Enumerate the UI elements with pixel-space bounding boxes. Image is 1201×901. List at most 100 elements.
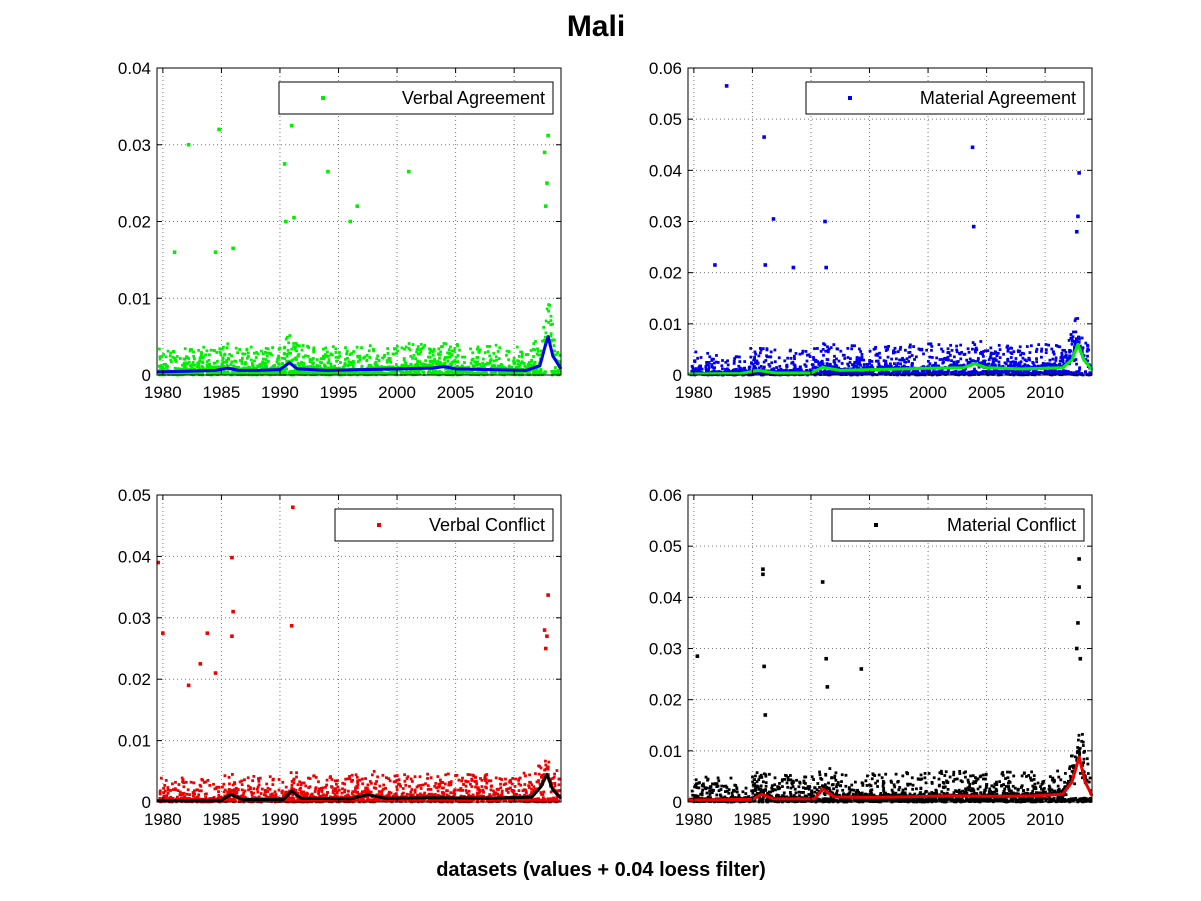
data-point xyxy=(1065,356,1069,360)
data-point xyxy=(828,372,832,376)
data-point xyxy=(543,335,547,339)
data-point xyxy=(875,352,879,356)
data-point xyxy=(395,344,399,348)
data-point xyxy=(292,345,295,348)
data-point xyxy=(971,341,975,344)
data-point xyxy=(326,361,330,365)
data-point xyxy=(884,365,888,369)
data-point xyxy=(738,360,742,363)
data-point xyxy=(208,353,211,357)
data-point xyxy=(324,365,328,369)
data-point xyxy=(735,367,738,371)
panel-verbal-conflict: 1980 1985 1990 1995 2000 2005 201000.010.020.0… xyxy=(118,486,563,829)
data-point xyxy=(407,365,410,368)
data-point xyxy=(402,358,406,361)
data-point xyxy=(1059,370,1063,374)
data-point xyxy=(327,358,331,362)
outlier-point xyxy=(284,219,288,224)
data-point xyxy=(785,364,788,368)
data-point xyxy=(1075,339,1079,342)
data-point xyxy=(963,367,967,371)
data-point xyxy=(832,370,836,374)
data-point xyxy=(266,360,270,363)
data-point xyxy=(942,371,946,375)
data-point xyxy=(407,342,411,345)
data-point xyxy=(995,354,999,358)
data-point xyxy=(859,363,863,367)
data-point xyxy=(494,343,498,347)
data-point xyxy=(266,351,269,355)
data-point xyxy=(1007,370,1011,373)
data-point xyxy=(539,372,543,376)
data-point xyxy=(338,354,342,358)
data-point xyxy=(498,364,502,368)
data-point xyxy=(900,365,904,369)
data-point xyxy=(478,348,482,352)
data-point xyxy=(296,361,300,365)
data-point xyxy=(909,372,913,376)
data-point xyxy=(463,361,466,364)
data-point xyxy=(460,779,464,783)
data-point xyxy=(287,371,291,374)
data-point xyxy=(254,356,258,359)
data-point xyxy=(1075,370,1079,374)
data-point xyxy=(544,763,548,767)
data-point xyxy=(855,365,859,368)
data-point xyxy=(271,794,274,798)
data-point xyxy=(773,348,777,352)
data-point xyxy=(553,349,557,353)
data-point xyxy=(813,365,817,369)
data-point xyxy=(547,303,551,307)
data-point xyxy=(475,782,479,786)
data-point xyxy=(388,359,392,363)
data-point xyxy=(1012,370,1016,374)
data-point xyxy=(348,777,352,781)
data-point xyxy=(1044,343,1048,346)
data-point xyxy=(247,371,251,375)
data-point xyxy=(507,350,511,353)
data-point xyxy=(843,357,847,360)
data-point xyxy=(551,372,555,376)
data-point xyxy=(173,366,177,370)
data-point xyxy=(859,371,863,375)
data-point xyxy=(431,361,435,365)
data-point xyxy=(312,365,315,369)
data-point xyxy=(541,339,544,343)
data-point xyxy=(424,782,427,786)
data-point xyxy=(158,790,162,794)
data-point xyxy=(994,359,998,362)
data-point xyxy=(896,350,900,354)
data-point xyxy=(387,777,391,781)
data-point xyxy=(765,347,769,351)
data-point xyxy=(846,347,850,350)
data-point xyxy=(469,361,473,365)
data-point xyxy=(1018,349,1022,353)
data-point xyxy=(987,370,991,374)
data-point xyxy=(475,347,479,351)
data-point xyxy=(206,366,210,370)
data-point xyxy=(166,364,169,368)
data-point xyxy=(1047,372,1051,375)
data-point xyxy=(173,356,176,360)
data-point xyxy=(987,358,991,362)
data-point xyxy=(217,793,221,797)
data-point xyxy=(551,322,554,326)
data-point xyxy=(754,352,758,356)
data-point xyxy=(293,347,297,351)
data-point xyxy=(200,352,204,355)
data-point xyxy=(553,369,557,373)
data-point xyxy=(273,370,276,373)
data-point xyxy=(308,360,312,364)
data-point xyxy=(411,356,414,360)
legend-label: Verbal Agreement xyxy=(402,88,545,108)
data-point xyxy=(243,371,246,375)
data-point xyxy=(411,343,415,346)
data-point xyxy=(1073,339,1076,343)
data-point xyxy=(454,360,457,364)
data-point xyxy=(234,359,238,363)
y-tick-label: 0.01 xyxy=(649,315,682,334)
data-point xyxy=(965,358,969,362)
data-point xyxy=(437,362,441,365)
data-point xyxy=(221,371,224,375)
data-point xyxy=(938,358,942,361)
